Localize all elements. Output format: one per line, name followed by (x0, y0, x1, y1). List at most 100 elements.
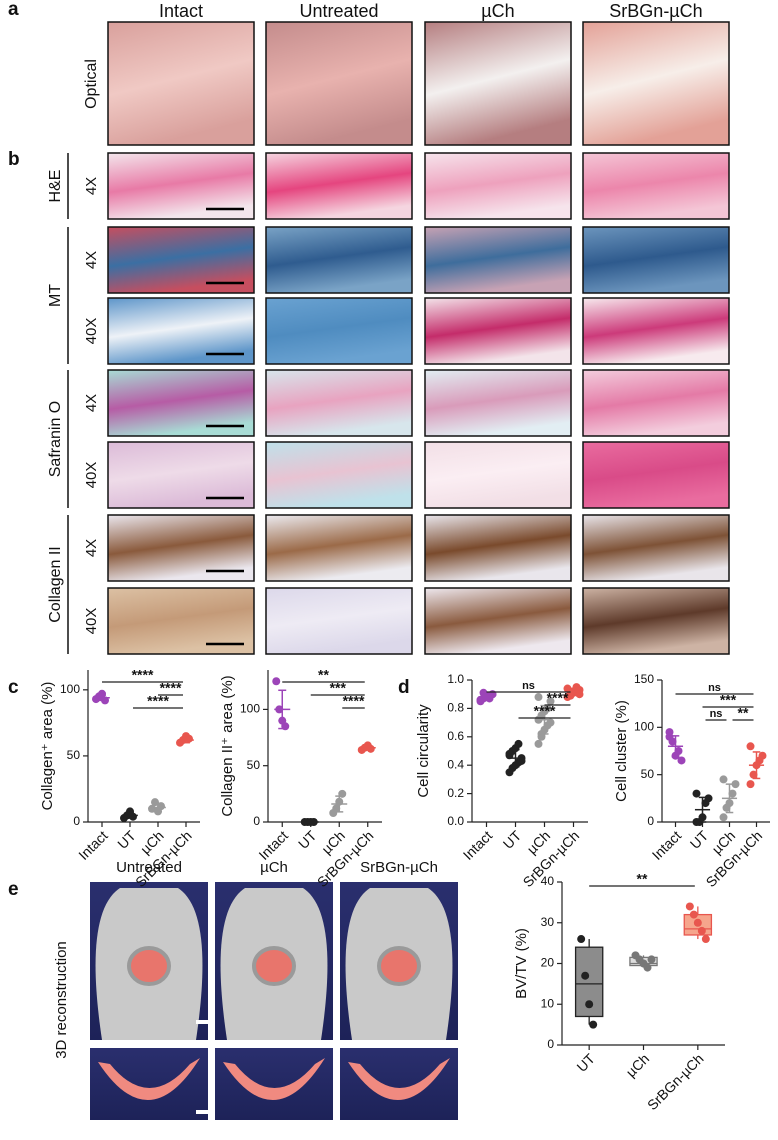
defect-side (223, 1058, 325, 1101)
data-point (701, 935, 710, 944)
stain-label: Optical (83, 59, 100, 109)
histology-image (582, 587, 730, 655)
data-point (366, 744, 375, 753)
x-tick-label: Intact (75, 827, 111, 863)
data-point (534, 739, 543, 748)
histology-image (424, 226, 572, 294)
y-tick-label: 0 (73, 814, 80, 828)
x-tick-label: Intact (649, 827, 685, 863)
histology-image (265, 226, 413, 294)
histology-image (424, 297, 572, 365)
data-point (543, 704, 552, 713)
histology-image (582, 369, 730, 437)
ct-row-label: 3D reconstruction (53, 941, 70, 1059)
scale-bar (196, 1020, 210, 1024)
column-header: Intact (159, 1, 203, 21)
column-header: Untreated (299, 1, 378, 21)
data-point (704, 794, 713, 803)
ct-image (90, 1048, 208, 1120)
histology-image (265, 152, 413, 220)
data-point (746, 742, 755, 751)
data-point (685, 902, 694, 911)
optical-image (265, 21, 413, 146)
panel-label: a (8, 0, 19, 20)
significance-label: **** (547, 690, 569, 706)
histology-image (265, 441, 413, 509)
y-axis-label: Collagen⁺ area (%) (39, 682, 56, 811)
data-point (546, 697, 555, 706)
stain-label: MT (47, 284, 64, 307)
y-tick-label: 0 (253, 814, 260, 828)
optical-image (107, 21, 255, 146)
histology-image (265, 587, 413, 655)
significance-label: **** (343, 693, 365, 709)
x-tick-label: UT (114, 827, 139, 852)
data-point (719, 775, 728, 784)
data-point (719, 813, 728, 822)
ct-column-header: SrBGn-µCh (360, 859, 438, 876)
magnification-label: 4X (83, 251, 100, 269)
data-point (563, 684, 572, 693)
data-point (749, 770, 758, 779)
significance-label: **** (132, 667, 154, 683)
data-point (692, 789, 701, 798)
y-axis-label: BV/TV (%) (513, 928, 530, 999)
histology-image (424, 152, 572, 220)
magnification-label: 4X (83, 394, 100, 412)
y-tick-label: 50 (641, 767, 655, 781)
y-tick-label: 0.8 (447, 701, 464, 715)
defect (252, 946, 296, 986)
y-tick-label: 40 (541, 874, 555, 888)
magnification-label: 40X (83, 462, 100, 489)
data-point (728, 789, 737, 798)
histology-image (265, 514, 413, 582)
y-tick-label: 150 (634, 672, 654, 686)
panel-label: b (8, 149, 20, 170)
data-point (272, 677, 281, 686)
y-tick-label: 100 (60, 682, 80, 696)
data-point (585, 1000, 594, 1009)
data-point (476, 695, 485, 704)
significance-label: **** (160, 680, 182, 696)
magnification-label: 4X (83, 177, 100, 195)
significance-label: ** (637, 871, 648, 887)
y-tick-label: 100 (240, 702, 260, 716)
column-header: µCh (481, 1, 514, 21)
data-point (505, 749, 514, 758)
data-point (746, 780, 755, 789)
x-tick-label: Intact (255, 827, 291, 863)
y-tick-label: 0 (647, 814, 654, 828)
x-tick-label: UT (295, 827, 320, 852)
data-point (697, 926, 706, 935)
data-point (514, 739, 523, 748)
significance-label: ** (318, 667, 329, 683)
x-tick-label: SrBGn-µCh (644, 1050, 707, 1113)
x-tick-label: UT (500, 827, 525, 852)
significance-label: ns (710, 708, 723, 720)
scale-bar (196, 1110, 210, 1114)
data-point (546, 718, 555, 727)
data-point (665, 732, 674, 741)
y-axis-label: Cell circularity (415, 704, 432, 798)
x-tick-label: UT (687, 827, 712, 852)
data-point (575, 690, 584, 699)
data-point (534, 693, 543, 702)
panel-label: c (8, 677, 19, 698)
stain-label: Safranin O (47, 401, 64, 477)
y-tick-label: 100 (634, 720, 654, 734)
significance-label: ns (522, 680, 535, 692)
x-tick-label: UT (573, 1050, 598, 1075)
y-tick-label: 20 (541, 956, 555, 970)
column-header: SrBGn-µCh (609, 1, 702, 21)
significance-label: ** (738, 705, 749, 721)
data-point (581, 971, 590, 980)
ct-image (340, 1048, 458, 1120)
y-axis-label: Collagen II⁺ area (%) (219, 675, 236, 816)
data-point (758, 751, 767, 760)
histology-image (582, 514, 730, 582)
significance-label: **** (534, 703, 556, 719)
x-tick-label: µCh (623, 1050, 653, 1080)
significance-label: *** (330, 680, 347, 696)
histology-image (424, 514, 572, 582)
